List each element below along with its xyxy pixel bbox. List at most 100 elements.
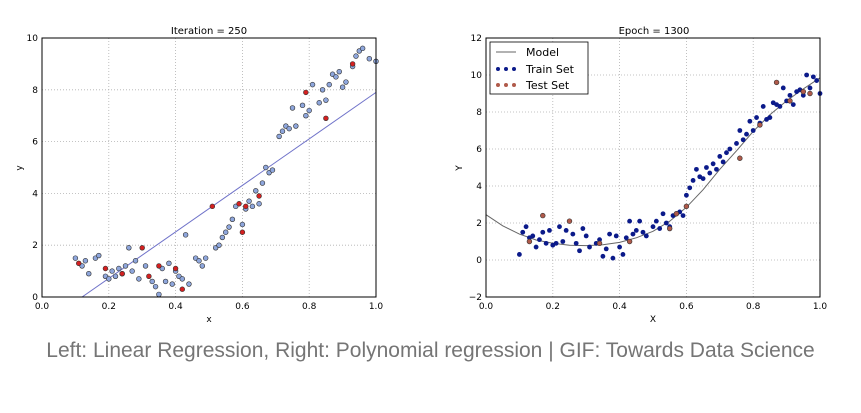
legend-test-swatch (496, 83, 516, 87)
left-train-point (339, 84, 346, 90)
left-train-point (286, 125, 292, 132)
right-test-point (737, 155, 743, 161)
right-test-point (757, 122, 763, 128)
right-train-point (640, 229, 646, 235)
left-grid (41, 37, 377, 298)
right-test-point (526, 238, 533, 245)
left-train-point (129, 268, 135, 274)
right-train-point (707, 170, 713, 176)
right-train-point (750, 128, 756, 133)
right-y-tick-label: 10 (471, 71, 483, 81)
right-x-tick-labels: 0.0 0.2 0.4 0.6 0.8 1.0 (479, 302, 828, 312)
right-train-point (547, 228, 552, 233)
left-x-tick-label: 0.0 (35, 302, 50, 312)
left-test-point (323, 115, 329, 121)
left-test-point (349, 61, 356, 67)
right-train-point (800, 92, 806, 98)
left-regression-line (81, 91, 377, 298)
right-y-axis-label: Y (455, 165, 465, 172)
left-train-point (219, 234, 226, 241)
left-train-point (303, 112, 309, 119)
right-train-point (577, 248, 582, 254)
left-y-tick-label: 4 (32, 189, 38, 199)
left-y-tick-label: 2 (32, 241, 38, 251)
left-train-point (333, 74, 339, 80)
right-chart-title: Epoch = 1300 (619, 26, 690, 37)
left-x-tick-labels: 0.0 0.2 0.4 0.6 0.8 1.0 (35, 302, 384, 312)
right-train-point (660, 211, 666, 217)
left-train-point (223, 229, 229, 235)
left-train-point (169, 281, 175, 287)
right-y-tick-label: 4 (476, 182, 482, 192)
right-train-point (687, 185, 693, 191)
left-train-point (72, 255, 79, 261)
right-train-point (517, 252, 522, 257)
left-chart-title: Iteration = 250 (171, 26, 247, 37)
left-test-point (179, 286, 185, 292)
right-train-point (767, 115, 773, 120)
right-x-tick-label: 0.6 (679, 302, 694, 312)
left-train-point (316, 100, 322, 106)
left-plot-frame (41, 37, 377, 298)
right-test-point (673, 211, 680, 217)
left-train-point (299, 102, 306, 109)
left-train-point (366, 56, 373, 62)
left-test-point (243, 203, 249, 210)
right-plot-frame (485, 37, 821, 298)
right-train-point (777, 104, 783, 109)
right-train-point (537, 237, 542, 243)
right-train-point (610, 255, 616, 261)
right-y-tick-label: 12 (471, 34, 482, 44)
right-test-point (773, 79, 780, 86)
left-x-tick-label: 0.2 (102, 302, 116, 312)
left-chart-panel: Iteration = 250 0.0 0.2 0.4 0.6 0.8 1.0 0 2 4 6 8… (15, 26, 383, 325)
left-train-point (226, 224, 232, 230)
left-train-point (326, 81, 332, 88)
left-x-axis-label: x (206, 315, 212, 325)
left-x-tick-label: 0.6 (235, 302, 250, 312)
right-train-point (523, 224, 529, 230)
right-train-point (734, 141, 739, 146)
right-train-point (680, 213, 686, 219)
right-train-point (600, 253, 606, 259)
left-train-point (276, 133, 282, 140)
right-x-axis-label: X (650, 315, 656, 325)
right-train-point (744, 131, 749, 137)
left-train-point (289, 105, 296, 111)
right-train-point (714, 166, 719, 172)
left-train-point (216, 242, 222, 248)
right-train-point (633, 228, 639, 233)
figure: Iteration = 250 0.0 0.2 0.4 0.6 0.8 1.0 0 2 4 6 8… (15, 26, 828, 325)
left-test-point (146, 273, 152, 279)
left-train-point (122, 263, 129, 269)
right-train-point (520, 229, 526, 235)
left-train-point (142, 263, 149, 269)
left-train-point (112, 273, 119, 279)
right-train-point (790, 102, 796, 107)
left-train-point (249, 203, 256, 210)
left-train-point (109, 268, 115, 274)
right-test-point (800, 88, 806, 95)
left-test-point (172, 265, 179, 272)
right-x-tick-label: 0.2 (546, 302, 560, 312)
left-train-point (82, 258, 89, 264)
right-test-point (596, 240, 603, 247)
left-train-point (202, 255, 209, 261)
left-train-point (149, 278, 155, 285)
right-train-point (717, 154, 723, 159)
right-train-point (627, 218, 633, 224)
right-train-point (560, 239, 566, 244)
legend-test-label: Test Set (525, 79, 570, 92)
right-x-tick-label: 0.8 (746, 302, 761, 312)
left-test-point (256, 193, 262, 199)
right-train-point (630, 231, 636, 237)
right-x-tick-label: 0.0 (479, 302, 494, 312)
right-train-point (533, 244, 539, 250)
left-test-point (139, 245, 145, 251)
right-train-point (724, 150, 729, 156)
left-train-point (136, 276, 142, 282)
left-regression-line-group (81, 91, 377, 298)
left-train-point (256, 201, 262, 207)
left-test-point (209, 203, 216, 210)
right-train-point (597, 237, 602, 243)
